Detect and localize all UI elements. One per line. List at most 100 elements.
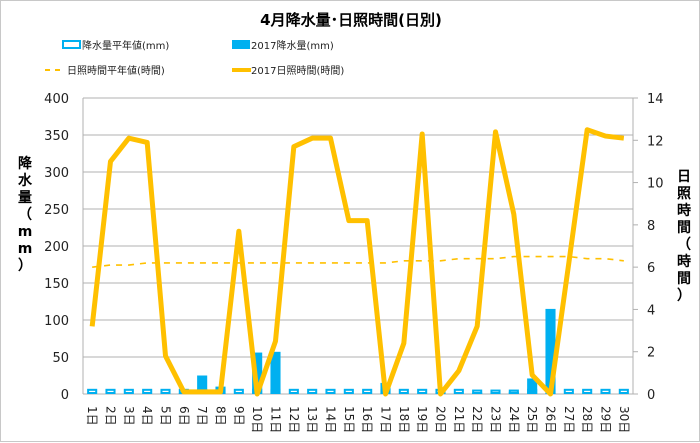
- line-avg-sunshine: [92, 255, 624, 268]
- x-tick-label: 1日: [85, 406, 99, 426]
- bar-avg-precip: [582, 388, 593, 395]
- bar-avg-precip: [600, 388, 611, 395]
- x-tick-label: 17日: [379, 406, 393, 433]
- line-2017-sunshine: [89, 127, 625, 397]
- x-tick-label: 9日: [232, 406, 246, 426]
- right-tick-label: 8: [647, 219, 655, 234]
- left-axis-label: 降水量（mm）: [18, 155, 33, 274]
- bar-avg-precip: [343, 388, 354, 395]
- bar-avg-precip: [325, 388, 336, 395]
- right-axis-label-char: 間: [677, 220, 691, 236]
- bar-avg-precip: [123, 388, 134, 395]
- bar-avg-precip: [87, 388, 98, 395]
- lines: [89, 127, 625, 397]
- x-tick-label: 16日: [360, 406, 374, 433]
- gridlines: [82, 97, 634, 395]
- legend-label-2017-precip: 2017降水量(mm): [251, 39, 334, 52]
- bar-2017-precip: [197, 375, 208, 394]
- bar-avg-precip: [105, 388, 116, 395]
- left-tick-label: 200: [44, 240, 69, 255]
- left-tick-label: 100: [44, 314, 69, 329]
- bar-avg-precip: [270, 388, 281, 395]
- left-axis-label-char: 降: [18, 155, 33, 172]
- right-axis-label-char: 間: [677, 271, 691, 287]
- bar-avg-precip: [508, 389, 519, 394]
- bar-avg-precip: [527, 388, 538, 395]
- x-tick-label: 10日: [250, 406, 264, 433]
- x-tick-label: 18日: [397, 406, 411, 433]
- x-tick-label: 26日: [544, 406, 558, 433]
- x-tick-label: 8日: [214, 406, 228, 426]
- x-tick-label: 24日: [507, 406, 521, 433]
- chart-title: 4月降水量･日照時間(日別): [260, 11, 442, 29]
- x-tick-label: 13日: [305, 406, 319, 433]
- x-tick-label: 27日: [562, 406, 576, 433]
- x-tick-label: 15日: [342, 406, 356, 433]
- bar-avg-precip: [233, 388, 244, 395]
- legend-swatch-2017-precip: [232, 40, 250, 49]
- bar-avg-precip: [142, 388, 153, 395]
- x-tick-label: 25日: [525, 406, 539, 433]
- left-axis-ticks: 0 50 100 150 200 250 300 350 400: [44, 92, 69, 403]
- x-tick-label: 7日: [195, 406, 209, 426]
- x-tick-label: 14日: [324, 406, 338, 433]
- x-tick-label: 4日: [140, 406, 154, 426]
- left-tick-label: 300: [44, 166, 69, 181]
- x-tick-label: 22日: [470, 406, 484, 433]
- right-tick-label: 6: [647, 261, 655, 276]
- legend-label-2017-sunshine: 2017日照時間(時間): [251, 65, 344, 77]
- right-tick-label: 12: [647, 134, 664, 149]
- right-tick-label: 14: [647, 92, 664, 107]
- x-tick-label: 6日: [177, 406, 191, 426]
- bar-avg-precip: [160, 388, 171, 395]
- bar-avg-precip: [417, 388, 428, 395]
- x-tick-label: 11日: [269, 406, 283, 433]
- right-tick-label: 4: [647, 303, 655, 318]
- right-axis-label-char: ）: [677, 288, 691, 304]
- x-tick-label: 2日: [104, 406, 118, 426]
- left-tick-label: 250: [44, 203, 69, 218]
- right-axis-ticks: 0 2 4 6 8 10 12 14: [633, 92, 664, 403]
- bar-avg-precip: [618, 388, 629, 395]
- right-tick-label: 0: [647, 388, 655, 403]
- right-axis-label: 日照時間（時間）: [677, 169, 691, 304]
- left-tick-label: 350: [44, 129, 69, 144]
- bar-avg-precip: [563, 388, 574, 395]
- left-axis-label-char: 水: [18, 172, 33, 189]
- right-axis-label-char: 日: [677, 169, 691, 185]
- x-axis-labels: 1日 2日 3日 4日 5日 6日 7日 8日 9日 10日 11日 12日 13日 14日 15日 16日 1…: [85, 406, 631, 433]
- legend-swatch-avg-precip: [62, 40, 81, 49]
- legend-label-avg-precip: 降水量平年値(mm): [82, 39, 169, 52]
- left-tick-label: 400: [44, 92, 69, 107]
- bar-2017-precip: [527, 378, 538, 394]
- left-axis-label-char: ）: [18, 258, 32, 274]
- right-tick-label: 2: [647, 346, 655, 361]
- right-axis-label-char: 時: [677, 202, 691, 219]
- left-axis-label-char: 量: [18, 190, 32, 206]
- x-tick-label: 23日: [489, 406, 503, 433]
- bar-avg-precip: [362, 388, 373, 395]
- left-tick-label: 50: [52, 351, 69, 366]
- bar-avg-precip: [472, 389, 483, 394]
- right-axis-label-char: 時: [677, 253, 691, 270]
- left-axis-label-char: m: [18, 241, 33, 257]
- right-tick-label: 10: [647, 177, 664, 192]
- x-tick-label: 21日: [452, 406, 466, 433]
- x-tick-label: 3日: [122, 406, 136, 426]
- left-axis-label-char: （: [18, 207, 32, 223]
- x-tick-label: 12日: [287, 406, 301, 433]
- bar-avg-precip: [288, 388, 299, 395]
- x-tick-label: 29日: [599, 406, 613, 433]
- bar-2017-precip: [270, 351, 281, 394]
- x-tick-label: 20日: [434, 406, 448, 433]
- bars: [87, 308, 629, 395]
- legend-label-avg-sunshine: 日照時間平年値(時間): [67, 64, 165, 77]
- x-tick-label: 5日: [159, 406, 173, 426]
- bar-avg-precip: [490, 389, 501, 394]
- x-tick-label: 19日: [415, 406, 429, 433]
- left-tick-label: 0: [61, 388, 69, 403]
- left-axis-label-char: m: [18, 224, 33, 240]
- right-axis-label-char: 照: [677, 186, 691, 202]
